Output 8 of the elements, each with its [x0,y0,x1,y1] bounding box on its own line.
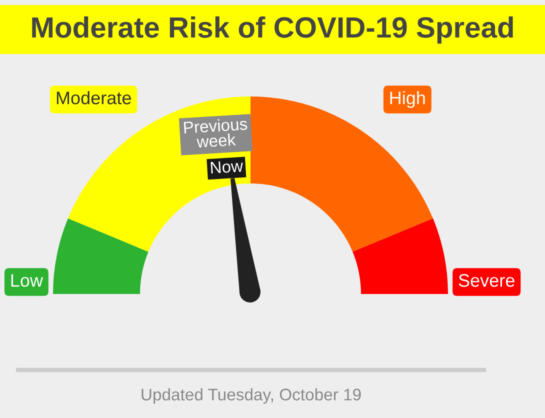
slice-label: Low [11,274,44,287]
text: Updated Tuesday, October 19 [142,388,361,404]
slice-label: High [390,91,425,108]
text: Previous week [184,118,248,148]
chart-title: Moderate Risk of COVID-19 Spread [32,16,513,44]
slice-label: Moderate [56,91,131,104]
text: Now [210,160,244,174]
slice-label: Severe [458,274,514,287]
